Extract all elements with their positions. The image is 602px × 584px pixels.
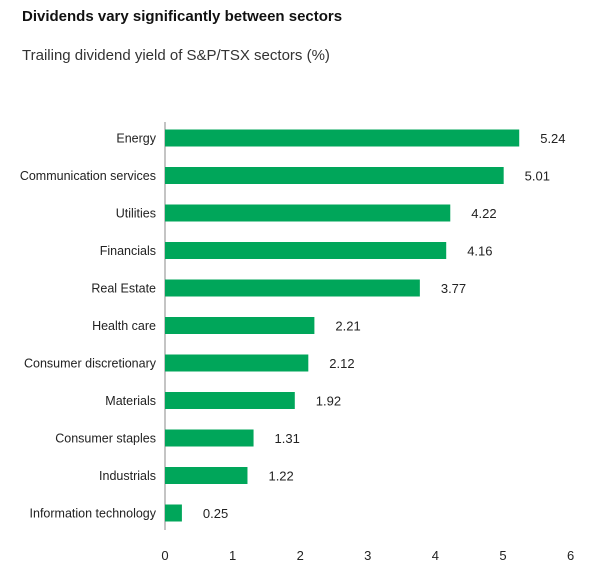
bar [165,204,451,222]
bar [165,167,504,184]
category-label: Information technology [30,507,157,521]
category-label: Communication services [20,169,156,183]
category-label: Industrials [99,469,156,483]
bar [165,429,254,447]
value-label: 0.25 [203,506,228,521]
value-label: 4.16 [467,244,492,259]
chart-subtitle: Trailing dividend yield of S&P/TSX secto… [22,47,330,64]
bar [165,354,309,372]
x-tick-label: 0 [161,548,168,563]
value-label: 2.12 [329,356,354,371]
category-label: Energy [116,132,156,146]
chart-title: Dividends vary significantly between sec… [22,8,343,25]
x-tick-label: 1 [229,548,236,563]
bar [165,504,182,522]
value-label: 5.01 [525,169,550,184]
category-label: Materials [105,394,156,408]
category-label: Consumer staples [55,432,156,446]
value-label: 5.24 [540,131,565,146]
x-tick-label: 4 [432,548,439,563]
x-tick-label: 3 [364,548,371,563]
bar [165,129,520,147]
bar [165,242,447,259]
category-label: Health care [92,319,156,333]
value-label: 2.21 [335,319,360,334]
bar [165,317,315,334]
category-label: Financials [100,244,156,258]
value-label: 1.22 [268,469,293,484]
x-tick-label: 2 [297,548,304,563]
value-label: 1.92 [316,394,341,409]
category-label: Real Estate [91,282,156,296]
bar [165,392,295,409]
x-tick-label: 6 [567,548,574,563]
value-label: 1.31 [275,431,300,446]
bar [165,279,420,297]
x-tick-label: 5 [499,548,506,563]
category-label: Consumer discretionary [24,357,157,371]
bar [165,467,248,484]
value-label: 4.22 [471,206,496,221]
category-label: Utilities [116,207,156,221]
value-label: 3.77 [441,281,466,296]
